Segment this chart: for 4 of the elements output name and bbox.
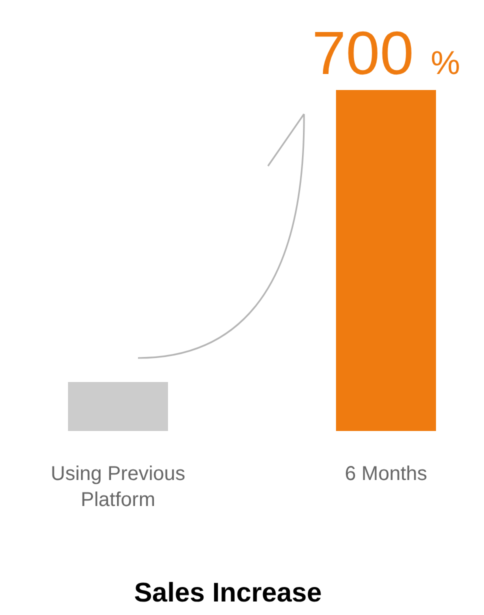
- x-tick-label: 6 Months: [344, 463, 428, 485]
- data-label: 700 %: [312, 19, 460, 87]
- text: Sales Increase: [134, 577, 322, 608]
- x-tick-label: Using Previous Platform: [50, 463, 186, 511]
